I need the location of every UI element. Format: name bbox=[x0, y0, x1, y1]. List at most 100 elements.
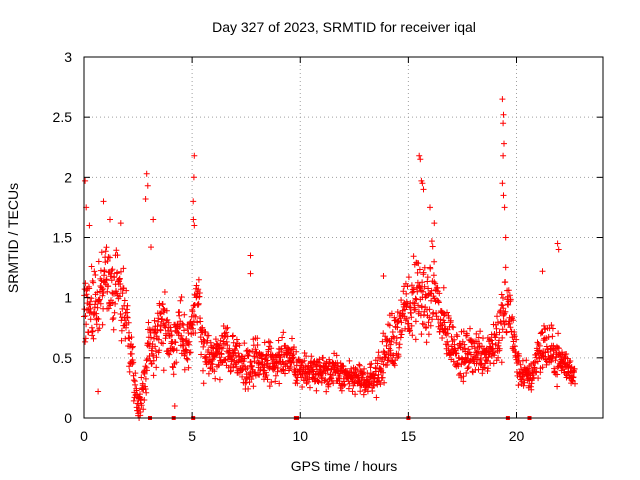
data-point bbox=[399, 310, 406, 317]
data-point bbox=[144, 367, 150, 374]
data-point-extreme bbox=[247, 270, 254, 277]
data-point bbox=[124, 314, 131, 321]
data-point bbox=[110, 326, 117, 333]
data-point bbox=[153, 354, 160, 361]
data-point bbox=[436, 290, 443, 297]
data-point bbox=[507, 296, 514, 303]
data-point bbox=[256, 371, 263, 378]
data-point bbox=[224, 324, 231, 331]
data-point bbox=[533, 354, 540, 361]
data-point bbox=[142, 386, 149, 392]
data-point bbox=[503, 329, 510, 336]
data-point bbox=[243, 348, 250, 354]
data-point bbox=[293, 348, 300, 355]
data-point bbox=[114, 252, 121, 259]
data-point bbox=[142, 375, 149, 382]
data-point bbox=[395, 353, 402, 360]
data-point bbox=[159, 301, 166, 307]
data-point bbox=[208, 360, 215, 367]
data-point bbox=[403, 315, 410, 322]
data-point bbox=[453, 350, 460, 357]
data-point bbox=[429, 243, 436, 250]
data-point bbox=[124, 309, 131, 316]
data-point bbox=[170, 364, 177, 371]
data-point bbox=[164, 316, 171, 323]
data-point bbox=[217, 337, 224, 344]
data-point bbox=[245, 385, 252, 392]
data-point bbox=[333, 352, 340, 359]
data-point bbox=[106, 254, 113, 261]
data-point bbox=[505, 301, 512, 308]
data-point bbox=[154, 323, 161, 330]
data-point bbox=[128, 350, 135, 357]
data-point bbox=[195, 276, 202, 283]
data-point bbox=[155, 336, 162, 343]
data-point bbox=[555, 330, 562, 337]
data-point bbox=[552, 357, 559, 364]
data-point bbox=[458, 361, 465, 368]
data-point bbox=[241, 355, 248, 362]
data-point-extreme bbox=[148, 244, 154, 251]
data-point bbox=[109, 316, 116, 323]
data-point bbox=[237, 357, 244, 364]
data-point bbox=[118, 337, 125, 344]
data-point bbox=[419, 288, 426, 295]
data-point bbox=[457, 370, 464, 377]
data-point bbox=[178, 294, 185, 300]
data-point bbox=[491, 352, 498, 359]
data-point bbox=[263, 372, 270, 379]
data-point bbox=[83, 291, 90, 298]
data-point bbox=[499, 326, 506, 333]
data-point bbox=[104, 288, 111, 295]
data-point bbox=[130, 377, 137, 384]
data-point bbox=[488, 337, 495, 344]
data-point bbox=[137, 391, 143, 398]
data-point bbox=[299, 384, 306, 390]
data-point bbox=[203, 353, 210, 360]
data-point bbox=[400, 288, 407, 295]
data-point bbox=[97, 300, 104, 307]
data-point bbox=[391, 362, 398, 369]
data-point bbox=[397, 334, 404, 341]
data-point bbox=[202, 329, 209, 335]
data-point bbox=[492, 334, 499, 341]
data-point bbox=[92, 272, 99, 278]
data-point bbox=[198, 351, 205, 358]
data-point bbox=[425, 331, 432, 338]
y-axis-label: SRMTID / TECUs bbox=[5, 183, 21, 293]
data-point bbox=[121, 297, 128, 304]
data-point bbox=[251, 353, 258, 360]
data-point bbox=[549, 333, 556, 340]
data-point bbox=[242, 380, 249, 386]
data-point bbox=[205, 370, 212, 377]
data-point bbox=[239, 366, 246, 373]
data-point bbox=[528, 386, 535, 393]
data-point bbox=[571, 366, 578, 372]
data-point bbox=[138, 402, 145, 409]
data-point bbox=[463, 370, 470, 376]
data-point bbox=[308, 353, 315, 360]
data-point bbox=[215, 349, 222, 356]
data-point bbox=[304, 379, 311, 385]
data-point bbox=[475, 348, 482, 355]
data-point bbox=[441, 319, 448, 326]
data-point bbox=[454, 333, 461, 340]
data-point bbox=[425, 319, 432, 326]
data-point bbox=[405, 274, 412, 281]
data-point bbox=[254, 335, 261, 342]
data-point bbox=[431, 258, 438, 265]
data-point bbox=[496, 337, 502, 344]
data-point bbox=[239, 373, 246, 380]
data-point bbox=[118, 268, 124, 275]
data-point bbox=[396, 344, 403, 351]
data-point bbox=[509, 313, 516, 320]
data-point bbox=[185, 364, 192, 371]
data-point bbox=[404, 283, 411, 290]
data-point bbox=[151, 317, 158, 324]
data-point bbox=[501, 321, 508, 328]
data-point bbox=[430, 272, 437, 279]
data-point bbox=[140, 406, 147, 413]
data-point bbox=[410, 286, 417, 293]
data-point bbox=[182, 346, 189, 353]
data-point bbox=[375, 371, 382, 378]
